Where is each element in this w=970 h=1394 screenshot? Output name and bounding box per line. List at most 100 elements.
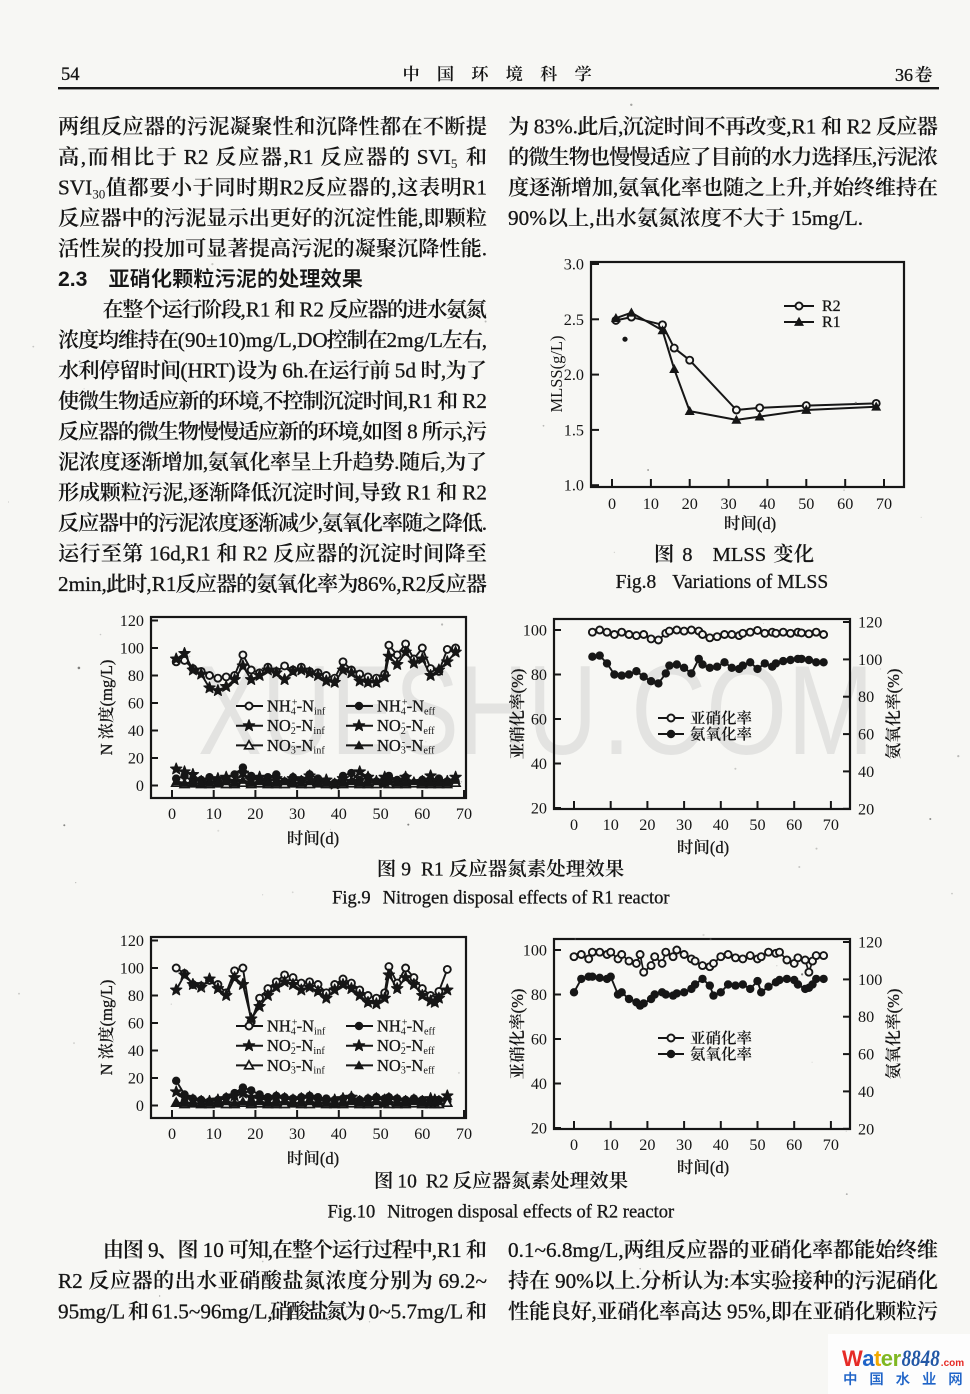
svg-text:120: 120: [858, 934, 882, 952]
svg-text:.com: .com: [941, 1358, 964, 1369]
svg-text:,: ,: [807, 176, 812, 200]
svg-text:83%.: 83%.: [529, 115, 578, 139]
svg-text:10: 10: [603, 816, 619, 834]
svg-text:-: -: [292, 1057, 296, 1068]
svg-text:60: 60: [531, 1031, 547, 1049]
svg-text:-: -: [402, 717, 406, 728]
svg-text:-N: -N: [406, 716, 423, 735]
svg-text:20: 20: [858, 800, 874, 818]
svg-text:NO: NO: [267, 1056, 291, 1075]
svg-text:Fig.9: Fig.9: [332, 889, 371, 909]
svg-text:20: 20: [247, 805, 263, 823]
svg-text:MLSS: MLSS: [713, 544, 767, 566]
svg-text:,: ,: [482, 328, 487, 352]
svg-text:R2: R2: [426, 1171, 449, 1192]
svg-text:80: 80: [531, 986, 547, 1004]
svg-text:NO: NO: [267, 736, 291, 755]
svg-text:-N: -N: [297, 1017, 314, 1036]
svg-text:50: 50: [373, 805, 389, 823]
svg-text:40: 40: [128, 1042, 144, 1060]
svg-text:40: 40: [858, 1083, 874, 1101]
svg-text:0: 0: [168, 805, 176, 823]
svg-text:(%): (%): [884, 989, 903, 1014]
svg-text:(%): (%): [508, 669, 527, 694]
svg-text:+: +: [402, 698, 408, 709]
svg-text:R1: R1: [421, 860, 444, 881]
svg-text:4: 4: [291, 706, 296, 717]
svg-text:100: 100: [858, 971, 882, 989]
svg-text:eff: eff: [424, 706, 436, 717]
svg-text:8848: 8848: [902, 1345, 941, 1371]
svg-text:.: .: [394, 450, 399, 474]
svg-text:80: 80: [128, 667, 144, 685]
svg-text:3: 3: [291, 1066, 296, 1077]
svg-text:R2: R2: [457, 481, 487, 505]
svg-text:40: 40: [331, 805, 347, 823]
svg-text:2: 2: [401, 1046, 406, 1057]
svg-text:100: 100: [523, 942, 547, 960]
svg-text:SVI: SVI: [58, 176, 92, 200]
svg-text:95%,: 95%,: [722, 1300, 771, 1324]
svg-text:Fig.8: Fig.8: [616, 572, 657, 593]
svg-text:60: 60: [858, 726, 874, 744]
svg-text:inf: inf: [314, 1026, 326, 1037]
svg-text:8: 8: [402, 420, 423, 444]
svg-text:120: 120: [120, 612, 144, 630]
svg-text:40: 40: [331, 1125, 347, 1143]
svg-text:20: 20: [531, 1120, 547, 1138]
svg-text:10: 10: [197, 1238, 229, 1262]
svg-text:10: 10: [206, 805, 222, 823]
svg-text:,: ,: [618, 115, 623, 139]
svg-text:(d): (d): [710, 1158, 729, 1177]
svg-text:80: 80: [531, 666, 547, 684]
svg-text:2min,: 2min,: [58, 572, 107, 596]
svg-text:2.5: 2.5: [564, 311, 584, 329]
svg-text:9: 9: [143, 1238, 159, 1262]
svg-text:120: 120: [120, 932, 144, 950]
svg-text:40: 40: [531, 1075, 547, 1093]
svg-text:80: 80: [858, 1008, 874, 1026]
svg-text:50: 50: [798, 495, 814, 513]
svg-text:0: 0: [136, 1097, 144, 1115]
svg-text:-: -: [292, 1037, 296, 1048]
svg-text:0: 0: [136, 777, 144, 795]
svg-text:,R1: ,R1: [403, 389, 438, 413]
svg-text:40: 40: [128, 722, 144, 740]
svg-text:50: 50: [749, 816, 765, 834]
svg-text:36: 36: [895, 65, 913, 85]
svg-text:4: 4: [401, 706, 406, 717]
svg-text:-N: -N: [296, 1036, 313, 1055]
svg-text:-N: -N: [407, 697, 424, 716]
svg-text:0: 0: [570, 1136, 578, 1154]
svg-text:eff: eff: [423, 1066, 435, 1077]
svg-text:,R1: ,R1: [786, 115, 821, 139]
svg-text:70: 70: [823, 1136, 839, 1154]
svg-text:-N: -N: [407, 1017, 424, 1036]
svg-text:N: N: [97, 1059, 116, 1075]
svg-text:,: ,: [872, 145, 877, 169]
svg-text:70: 70: [876, 495, 892, 513]
svg-text:,: ,: [268, 1238, 273, 1262]
svg-text:16d,R1: 16d,R1: [144, 542, 216, 566]
svg-text:60: 60: [786, 1136, 802, 1154]
svg-text:100: 100: [120, 640, 144, 658]
svg-text:Nitrogen disposal effects of R: Nitrogen disposal effects of R2 reactor: [387, 1202, 674, 1222]
svg-text:30: 30: [92, 186, 106, 201]
svg-text:R2: R2: [841, 115, 876, 139]
svg-text:8: 8: [682, 544, 692, 566]
svg-text:,: ,: [613, 176, 618, 200]
svg-text:Variations of MLSS: Variations of MLSS: [672, 572, 828, 593]
svg-text:2.0: 2.0: [564, 366, 584, 384]
svg-text::: :: [724, 1269, 730, 1293]
svg-text:0~5.7mg/L: 0~5.7mg/L: [363, 1300, 468, 1324]
svg-text:R2: R2: [238, 542, 273, 566]
svg-text:3: 3: [401, 746, 406, 757]
svg-text:60: 60: [414, 1125, 430, 1143]
svg-text:,R1: ,R1: [432, 1238, 467, 1262]
svg-text:10: 10: [206, 1125, 222, 1143]
svg-text:NO: NO: [377, 1056, 401, 1075]
svg-text:3: 3: [401, 1066, 406, 1077]
svg-text:60: 60: [786, 816, 802, 834]
svg-text:90%: 90%: [508, 206, 547, 230]
svg-text:inf: inf: [313, 1066, 325, 1077]
